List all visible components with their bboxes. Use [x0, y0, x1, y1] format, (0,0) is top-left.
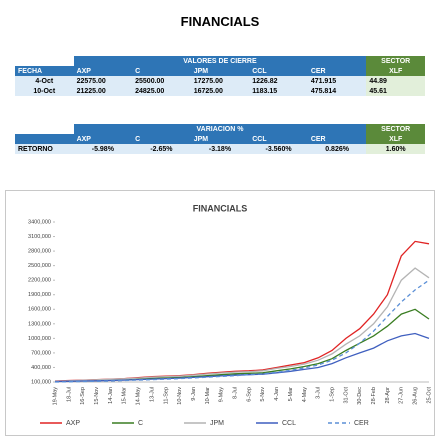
- chart-frame: [5, 190, 435, 436]
- y-tick-label: 1600,000: [28, 307, 51, 313]
- cell: 475.814: [307, 86, 367, 96]
- column-header: JPM: [190, 134, 250, 144]
- y-tick-label: 1000,000: [28, 336, 51, 342]
- x-tick-label: 4-May: [302, 387, 308, 403]
- cell: 1.60%: [366, 144, 425, 154]
- legend-label: C: [138, 420, 143, 427]
- page-title: FINANCIALS: [180, 14, 260, 29]
- x-tick-label: 1-Sep: [329, 387, 335, 402]
- x-tick-label: 3-Jul: [316, 387, 322, 399]
- chart: FINANCIALS 100,000 400,000 700,000 1000,000…: [5, 190, 435, 436]
- x-tick-label: 4-Jan: [274, 387, 280, 401]
- column-header: CER: [307, 134, 367, 144]
- column-header: XLF: [366, 66, 425, 76]
- x-tick-label: 31-Oct: [343, 387, 349, 404]
- cell: 17275.00: [190, 76, 250, 86]
- y-tick-label: 3400,000: [28, 219, 51, 225]
- x-tick-label: 16-Sep: [80, 387, 86, 405]
- x-tick-label: 11-Sep: [163, 387, 169, 404]
- sector-header: SECTOR: [366, 124, 425, 134]
- x-tick-label: 15-Mar: [122, 387, 128, 405]
- x-tick-label: 30-Dec: [357, 387, 363, 405]
- x-tick-label: 10-Mar: [205, 387, 211, 405]
- cell: 10-Oct: [15, 86, 74, 96]
- y-tick-label: 2800,000: [28, 249, 51, 255]
- row-label: RETORNO: [15, 144, 74, 154]
- x-tick-label: 28-Feb: [371, 387, 377, 404]
- column-header: C: [132, 66, 191, 76]
- x-tick-label: 9-May: [219, 387, 225, 403]
- variation-table: VARIACION % SECTOR AXP C JPM CCL CER XLF RETOR…: [15, 124, 425, 154]
- cell: -2.65%: [132, 144, 191, 154]
- cell: -3.18%: [190, 144, 250, 154]
- cell: 471.915: [307, 76, 367, 86]
- legend-label: CER: [354, 420, 369, 427]
- x-tick-label: 9-Jan: [191, 387, 197, 401]
- cell: 25500.00: [132, 76, 191, 86]
- x-tick-label: 10-Nov: [177, 387, 183, 405]
- y-tick-label: 3100,000: [28, 234, 51, 240]
- y-tick-label: 1300,000: [28, 321, 51, 327]
- group-header: VALORES DE CIERRE: [73, 56, 367, 66]
- y-tick-label: 700,000: [31, 350, 51, 356]
- x-tick-label: 28-Apr: [385, 387, 391, 404]
- legend-label: JPM: [210, 420, 224, 427]
- x-tick-label: 13-Jul: [149, 387, 155, 402]
- y-tick-label: 2200,000: [28, 278, 51, 284]
- column-header: JPM: [190, 66, 250, 76]
- cell: 0.826%: [307, 144, 367, 154]
- x-tick-label: 26-Aug: [413, 387, 419, 405]
- cell: 4-Oct: [15, 76, 74, 86]
- column-header: XLF: [366, 134, 425, 144]
- column-header: FECHA: [15, 66, 74, 76]
- legend-label: CCL: [282, 420, 296, 427]
- y-tick-label: 1900,000: [28, 292, 51, 298]
- column-header: CER: [307, 66, 367, 76]
- column-header: C: [132, 134, 191, 144]
- x-tick-label: 18-Jul: [66, 387, 72, 402]
- series-line: [54, 267, 430, 382]
- cell: 1226.82: [249, 76, 308, 86]
- column-header: CCL: [249, 134, 308, 144]
- x-tick-label: 6-Sep: [246, 387, 252, 402]
- x-tick-label: 5-Mar: [288, 387, 294, 402]
- cell: -3.560%: [249, 144, 308, 154]
- legend-label: AXP: [66, 420, 80, 427]
- x-tick-label: 8-Jul: [233, 387, 239, 399]
- column-header: AXP: [73, 66, 133, 76]
- x-tick-label: 15-Nov: [94, 387, 100, 405]
- column-header: AXP: [73, 134, 133, 144]
- cell: -5.98%: [73, 144, 133, 154]
- y-tick-label: 100,000: [31, 379, 51, 385]
- cell: 24825.00: [132, 86, 191, 96]
- group-header: VARIACION %: [73, 124, 367, 134]
- x-tick-label: 14-Jan: [108, 387, 114, 404]
- closing-table: VALORES DE CIERRE SECTOR FECHA AXP C JPM CCL C…: [15, 56, 425, 96]
- cell: 44.89: [366, 76, 425, 86]
- x-tick-label: 27-Jun: [399, 387, 405, 404]
- sector-header: SECTOR: [366, 56, 425, 66]
- chart-title: FINANCIALS: [193, 203, 248, 213]
- x-tick-label: 5-Nov: [260, 387, 266, 402]
- header-cell: [15, 134, 74, 144]
- cell: 1183.15: [249, 86, 308, 96]
- y-tick-label: 400,000: [31, 365, 51, 371]
- y-tick-label: 2500,000: [28, 263, 51, 269]
- cell: 22575.00: [73, 76, 133, 86]
- cell: 16725.00: [190, 86, 250, 96]
- cell: 45.61: [366, 86, 425, 96]
- series-line: [54, 332, 430, 383]
- x-tick-label: 25-Oct: [426, 387, 432, 404]
- x-tick-label: 19-May: [52, 387, 58, 406]
- x-tick-label: 14-May: [136, 387, 142, 406]
- cell: 21225.00: [73, 86, 133, 96]
- column-header: CCL: [249, 66, 308, 76]
